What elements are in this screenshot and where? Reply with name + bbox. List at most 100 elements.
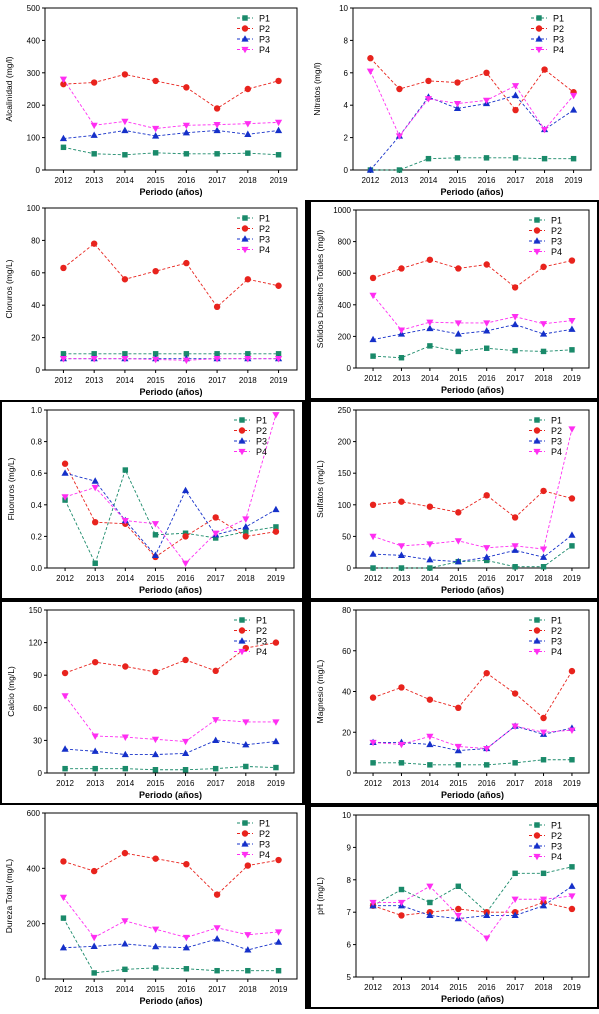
data-point [511,896,519,904]
x-tick-label: 2016 [478,574,496,583]
data-point [59,134,68,142]
series-line [373,885,573,920]
data-point [424,96,433,103]
data-point [212,514,219,521]
data-point [275,967,282,974]
x-tick-label: 2016 [177,574,195,583]
data-point [91,518,99,526]
series-p4 [59,356,283,365]
x-tick-label: 2015 [449,983,467,992]
legend-marker [238,437,246,444]
data-point [397,899,406,907]
data-point [454,912,462,920]
data-point [275,351,282,357]
series-p4 [59,894,283,942]
data-point [91,747,99,754]
data-point [242,516,250,523]
legend-marker [533,227,541,234]
x-tick-label: 2012 [364,983,382,992]
series-p1 [370,343,575,361]
y-tick-label: 0 [36,166,41,175]
series-p2 [61,639,280,677]
series-line [373,345,572,359]
legend-label: P2 [259,24,270,34]
data-point [212,667,219,675]
data-point [568,426,576,433]
data-point [540,564,547,570]
data-point [151,551,160,558]
data-point [426,541,434,548]
data-point [244,356,252,363]
data-point [396,85,403,93]
data-point [568,882,576,889]
series-p2 [60,240,282,311]
x-tick-label: 2017 [506,983,524,992]
data-point [426,503,434,510]
data-point [91,733,99,740]
x-tick-label: 2018 [535,574,553,583]
data-point [539,321,548,328]
series-p2 [369,256,576,291]
data-point [152,965,159,971]
data-point [455,905,462,913]
data-point [454,320,462,327]
data-point [181,560,190,568]
data-point [121,71,129,78]
series-p3 [369,320,576,343]
y-tick-label: 7 [347,908,352,917]
data-point [426,696,434,703]
data-point [91,658,99,666]
data-point [272,528,280,535]
y-tick-label: 80 [31,236,40,245]
data-point [539,729,548,737]
y-axis-label: pH (mg/L) [315,877,325,915]
y-tick-label: 100 [27,204,41,213]
x-tick-label: 2013 [393,779,411,788]
legend-label: P2 [553,24,564,34]
data-point [152,356,160,364]
data-point [182,357,190,365]
data-point [483,553,491,560]
series-p2 [367,55,577,114]
data-point [244,276,252,283]
data-point [427,343,433,349]
x-tick-label: 2016 [177,176,195,185]
data-point [181,749,190,757]
legend-marker [242,820,248,826]
series-p4 [61,412,280,568]
x-tick-label: 2014 [420,176,438,185]
data-point [569,757,575,763]
data-point [540,870,547,877]
data-point [483,911,491,919]
data-point [569,347,575,353]
plot-frame [46,609,295,774]
y-tick-label: 6 [344,69,349,78]
data-point [426,733,434,741]
legend-marker [533,648,541,656]
series-line [370,157,574,171]
data-point [568,325,576,332]
data-point [182,767,189,773]
y-tick-label: 0 [36,975,41,984]
data-point [212,717,220,724]
data-point [242,719,250,726]
legend-label: P4 [551,247,562,257]
legend-marker [241,35,249,42]
y-tick-label: 6 [347,941,352,950]
x-tick-label: 2012 [364,779,382,788]
x-tick-label: 2016 [478,176,496,185]
data-point [511,543,519,550]
y-tick-label: 250 [338,406,352,415]
data-point [121,918,129,925]
data-point [511,723,519,730]
data-point [511,514,519,521]
data-point [427,565,433,571]
data-point [511,284,519,291]
legend-marker [533,853,541,861]
legend-label: P2 [551,831,562,841]
data-point [121,734,129,741]
y-tick-label: 150 [29,606,43,615]
plot-frame [355,209,590,369]
